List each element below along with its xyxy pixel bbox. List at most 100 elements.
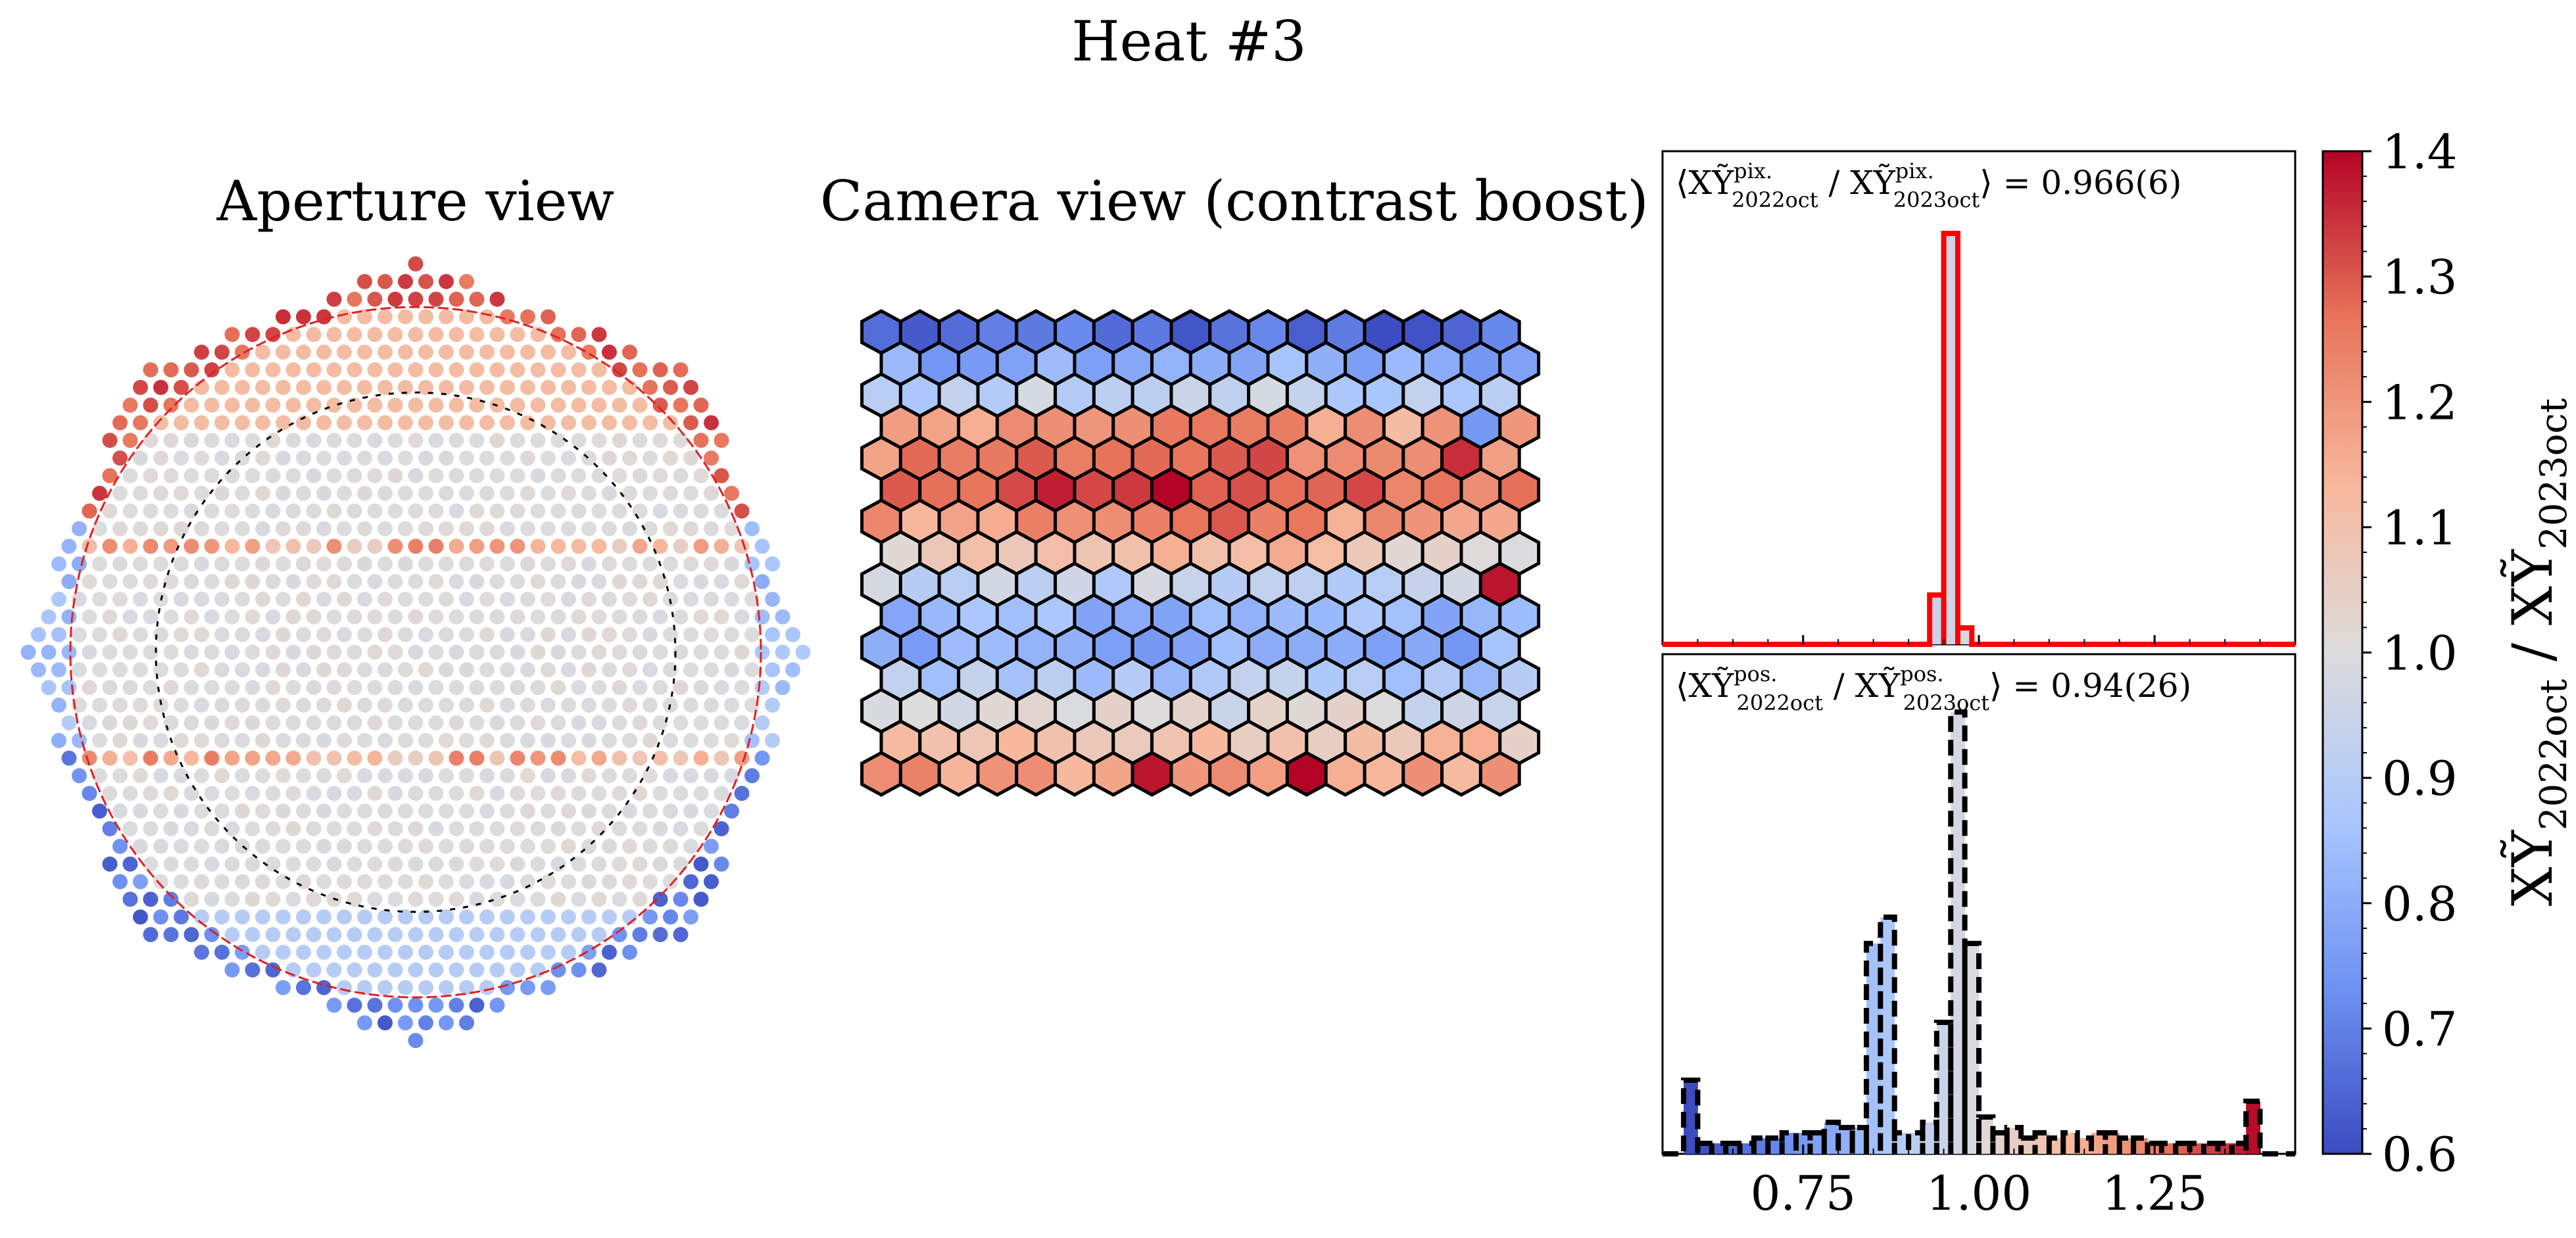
aperture-facet xyxy=(122,644,138,660)
aperture-facet xyxy=(163,397,179,413)
aperture-facet xyxy=(643,698,658,713)
aperture-facet xyxy=(714,856,729,872)
aperture-facet xyxy=(489,609,505,625)
aperture-facet xyxy=(214,838,230,854)
aperture-facet xyxy=(602,415,617,431)
aperture-facet xyxy=(643,556,658,572)
aperture-facet xyxy=(449,468,464,483)
colorbar-tick-label: 1.0 xyxy=(2382,626,2458,681)
aperture-facet xyxy=(591,362,607,377)
aperture-facet xyxy=(133,909,148,925)
aperture-facet xyxy=(265,574,281,590)
aperture-facet xyxy=(591,715,607,730)
aperture-facet xyxy=(306,609,322,625)
aperture-facet xyxy=(285,680,301,696)
aperture-facet xyxy=(245,856,260,872)
aperture-facet xyxy=(143,750,158,766)
aperture-facet xyxy=(377,909,393,925)
aperture-facet xyxy=(469,291,485,307)
colorbar-tick-label: 1.3 xyxy=(2382,250,2458,305)
position-ratio-histogram: 0.75 1.00 1.25 ⟨XỸpos. 2022oct / XỸpos. 2023… xyxy=(1661,635,2297,1221)
aperture-facet xyxy=(469,821,485,836)
aperture-facet xyxy=(357,662,372,678)
aperture-facet xyxy=(204,856,220,872)
aperture-facet xyxy=(571,574,587,590)
aperture-facet xyxy=(489,574,505,590)
aperture-facet xyxy=(224,503,240,519)
aperture-facet xyxy=(439,592,454,607)
aperture-facet xyxy=(673,397,689,413)
aperture-facet xyxy=(276,662,291,678)
aperture-facet xyxy=(520,803,535,819)
aperture-facet xyxy=(214,803,230,819)
aperture-facet xyxy=(408,362,424,377)
aperture-facet xyxy=(347,644,362,660)
aperture-facet xyxy=(235,662,250,678)
aperture-facet xyxy=(622,803,637,819)
aperture-facet xyxy=(724,732,739,748)
aperture-facet xyxy=(306,680,322,696)
aperture-facet xyxy=(224,644,240,660)
aperture-facet xyxy=(133,592,148,607)
aperture-facet xyxy=(183,680,199,696)
aperture-facet xyxy=(643,803,658,819)
aperture-facet xyxy=(337,909,352,925)
aperture-facet xyxy=(316,415,331,431)
aperture-facet xyxy=(652,574,668,590)
aperture-facet xyxy=(377,838,393,854)
aperture-facet xyxy=(571,962,587,978)
aperture-facet xyxy=(704,627,719,642)
aperture-facet xyxy=(61,609,77,625)
aperture-facet xyxy=(714,715,729,730)
aperture-facet xyxy=(112,627,128,642)
aperture-facet xyxy=(428,680,444,696)
aperture-facet xyxy=(459,662,474,678)
aperture-facet xyxy=(316,732,331,748)
aperture-facet xyxy=(408,538,424,554)
aperture-facet xyxy=(550,856,566,872)
aperture-facet xyxy=(143,892,158,907)
aperture-facet xyxy=(683,768,698,784)
aperture-facet xyxy=(541,309,556,325)
aperture-facet xyxy=(510,609,525,625)
aperture-facet xyxy=(102,538,118,554)
aperture-facet xyxy=(214,662,230,678)
aperture-facet xyxy=(408,927,424,942)
aperture-facet xyxy=(72,768,87,784)
aperture-facet xyxy=(459,1015,474,1031)
aperture-facet xyxy=(561,592,576,607)
aperture-facet xyxy=(204,538,220,554)
aperture-facet xyxy=(714,680,729,696)
aperture-facet xyxy=(306,786,322,801)
aperture-facet xyxy=(276,909,291,925)
aperture-facet xyxy=(194,485,209,501)
aperture-facet xyxy=(82,644,97,660)
aperture-facet xyxy=(724,803,739,819)
aperture-facet xyxy=(214,415,230,431)
aperture-facet xyxy=(765,698,780,713)
aperture-facet xyxy=(663,732,678,748)
aperture-facet xyxy=(663,521,678,536)
aperture-facet xyxy=(204,574,220,590)
aperture-facet xyxy=(408,680,424,696)
aperture-facet xyxy=(714,468,729,483)
aperture-facet xyxy=(724,627,739,642)
camera-pixel xyxy=(1015,751,1057,797)
aperture-facet xyxy=(316,698,331,713)
aperture-facet xyxy=(622,732,637,748)
aperture-facet xyxy=(194,732,209,748)
aperture-facet xyxy=(704,450,719,466)
aperture-facet xyxy=(510,503,525,519)
aperture-facet xyxy=(724,521,739,536)
aperture-facet xyxy=(683,450,698,466)
histogram-bar xyxy=(1908,1133,1923,1154)
aperture-facet xyxy=(439,379,454,395)
aperture-facet xyxy=(428,715,444,730)
aperture-facet xyxy=(602,768,617,784)
aperture-facet xyxy=(367,362,383,377)
aperture-facet xyxy=(112,450,128,466)
aperture-facet xyxy=(428,538,444,554)
aperture-facet xyxy=(479,379,495,395)
aperture-facet xyxy=(439,415,454,431)
aperture-facet xyxy=(459,627,474,642)
